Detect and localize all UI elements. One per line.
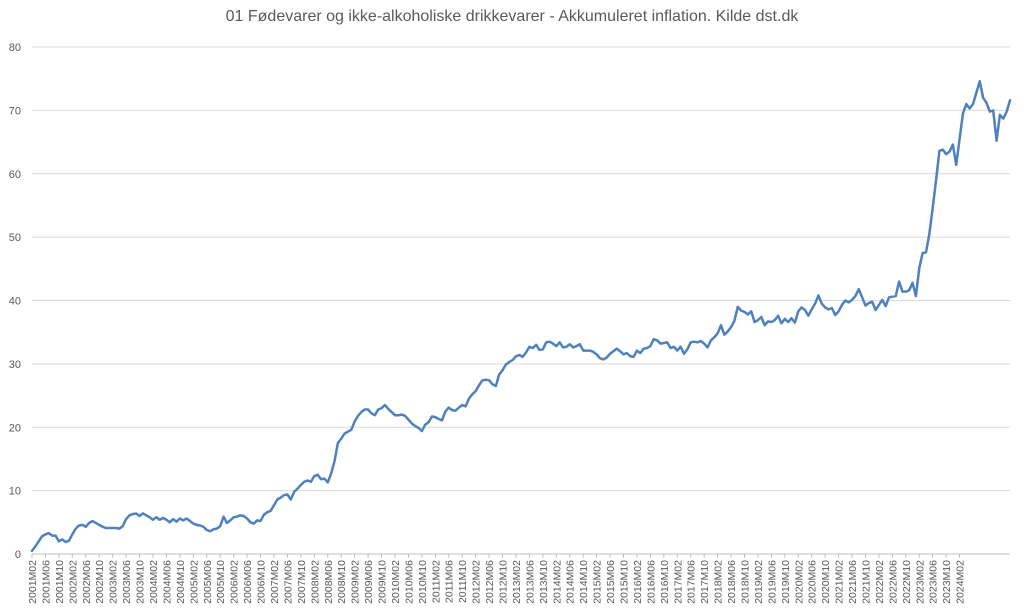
y-tick-label: 60 [9,169,21,181]
x-tick-label: 2013M06 [524,560,536,604]
x-tick-label: 2015M02 [592,560,604,604]
x-tick-label: 2022M06 [887,560,899,604]
x-tick-label: 2018M02 [713,560,725,604]
x-tick-label: 2008M02 [309,560,321,604]
y-tick-label: 20 [9,422,21,434]
y-tick-label: 0 [15,549,21,561]
series-line [30,79,1012,553]
x-tick-label: 2012M06 [484,560,496,604]
x-tick-label: 2002M06 [81,560,93,604]
x-tick-label: 2023M02 [914,560,926,604]
x-tick-label: 2012M02 [471,560,483,604]
x-tick-label: 2011M06 [444,560,456,603]
x-tick-label: 2003M06 [121,560,133,604]
x-tick-label: 2016M10 [659,560,671,604]
x-tick-label: 2013M10 [538,560,550,604]
x-tick-label: 2014M10 [578,560,590,604]
x-tick-label: 2001M06 [40,560,52,604]
x-tick-label: 2015M10 [619,560,631,604]
x-tick-label: 2006M06 [242,560,254,604]
x-tick-label: 2009M02 [350,560,362,604]
x-tick-label: 2013M02 [511,560,523,604]
x-tick-label: 2004M02 [148,560,160,604]
x-tick-label: 2017M02 [672,560,684,604]
x-tick-label: 2021M02 [834,560,846,604]
x-tick-label: 2001M10 [54,560,66,604]
x-tick-label: 2004M10 [175,560,187,604]
x-tick-label: 2014M02 [551,560,563,604]
x-tick-label: 2015M06 [605,560,617,604]
x-tick-label: 2007M06 [282,560,294,604]
x-axis-ticks: 2001M02 2001M06 2001M10 2002M02 2002M06 2002M… [27,554,967,604]
x-tick-label: 2008M10 [336,560,348,604]
x-tick-label: 2016M02 [632,560,644,604]
x-tick-label: 2017M10 [699,560,711,604]
x-tick-label: 2005M10 [215,560,227,604]
x-tick-label: 2020M06 [807,560,819,604]
x-tick-label: 2019M10 [780,560,792,604]
x-tick-label: 2009M06 [363,560,375,604]
x-tick-label: 2002M10 [94,560,106,604]
x-tick-label: 2006M02 [229,560,241,604]
series-layer [30,79,1012,553]
x-tick-label: 2001M02 [27,560,39,604]
x-tick-label: 2022M02 [874,560,886,604]
x-tick-label: 2020M02 [793,560,805,604]
y-axis-ticks: 0 10 20 30 40 50 60 70 80 [9,42,21,561]
x-tick-label: 2014M06 [565,560,577,604]
x-tick-label: 2003M02 [108,560,120,604]
x-tick-label: 2004M06 [161,560,173,604]
x-tick-label: 2008M06 [323,560,335,604]
x-tick-label: 2023M06 [928,560,940,604]
x-tick-label: 2006M10 [256,560,268,604]
x-tick-label: 2022M10 [901,560,913,604]
y-tick-label: 40 [9,296,21,308]
x-tick-label: 2007M02 [269,560,281,604]
x-tick-label: 2010M10 [417,560,429,604]
x-tick-label: 2019M06 [766,560,778,604]
x-tick-label: 2005M06 [202,560,214,604]
x-tick-label: 2009M10 [377,560,389,604]
x-tick-label: 2017M06 [686,560,698,604]
x-tick-label: 2007M10 [296,560,308,604]
x-tick-label: 2010M06 [403,560,415,604]
x-tick-label: 2023M10 [941,560,953,604]
x-tick-label: 2011M10 [457,560,469,603]
chart-title: 01 Fødevarer og ikke-alkoholiske drikkev… [225,8,799,25]
x-tick-label: 2021M06 [847,560,859,604]
x-tick-label: 2012M10 [498,560,510,604]
x-tick-label: 2018M10 [739,560,751,604]
y-tick-label: 50 [9,232,21,244]
x-tick-label: 2024M02 [955,560,967,604]
x-tick-label: 2010M02 [390,560,402,604]
x-tick-label: 2019M02 [753,560,765,604]
y-tick-label: 10 [9,486,21,498]
x-tick-label: 2020M10 [820,560,832,604]
x-tick-label: 2018M06 [726,560,738,604]
y-tick-label: 80 [9,42,21,54]
y-tick-label: 70 [9,105,21,117]
x-tick-label: 2003M10 [135,560,147,604]
gridlines [32,46,1010,555]
x-tick-label: 2011M02 [430,560,442,603]
x-tick-label: 2002M02 [67,560,79,604]
x-tick-label: 2016M06 [645,560,657,604]
x-tick-label: 2005M02 [188,560,200,604]
x-tick-label: 2021M10 [860,560,872,604]
y-tick-label: 30 [9,359,21,371]
